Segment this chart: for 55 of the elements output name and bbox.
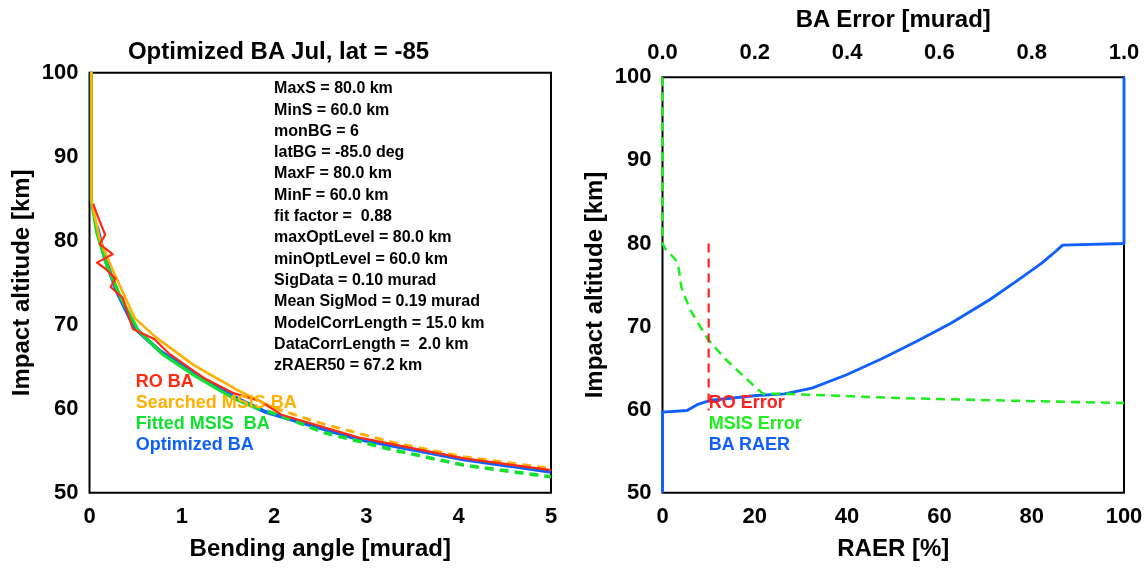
annotation: Mean SigMod = 0.19 murad <box>274 292 480 310</box>
x2-tick-label: 0.6 <box>924 39 955 65</box>
series-label: Optimized BA <box>135 433 254 454</box>
annotation: MaxS = 80.0 km <box>274 79 393 97</box>
chart-title: Optimized BA Jul, lat = -85 <box>127 37 430 65</box>
x2-axis-title: BA Error [murad] <box>795 5 991 33</box>
y-tick-label: 60 <box>54 394 79 420</box>
y-tick-label: 90 <box>627 146 652 172</box>
x-tick-label: 100 <box>1105 503 1143 529</box>
annotation: MinS = 60.0 km <box>274 100 390 118</box>
annotation: SigData = 0.10 murad <box>274 270 437 288</box>
series-label: RO BA <box>135 370 194 391</box>
series-label: MSIS Error <box>708 412 802 433</box>
x-tick-label: 0 <box>83 503 96 529</box>
y-tick-label: 90 <box>54 142 79 168</box>
x-tick-label: 0 <box>656 503 669 529</box>
x-tick-label: 2 <box>267 503 281 529</box>
x-tick-label: 1 <box>175 503 188 529</box>
x2-tick-label: 1.0 <box>1108 39 1140 65</box>
y-tick-label: 80 <box>54 226 79 252</box>
y-tick-label: 60 <box>627 395 652 421</box>
x2-tick-label: 0.2 <box>739 39 771 65</box>
x-tick-label: 40 <box>834 503 860 529</box>
annotation: minOptLevel = 60.0 km <box>274 249 448 267</box>
x-tick-label: 4 <box>452 503 466 529</box>
annotation: ModelCorrLength = 15.0 km <box>274 313 485 331</box>
x2-tick-label: 0.8 <box>1016 39 1047 65</box>
x-tick-label: 5 <box>544 503 558 529</box>
y-tick-label: 80 <box>627 229 652 255</box>
x-tick-label: 60 <box>927 503 952 529</box>
y-tick-label: 70 <box>54 310 79 336</box>
annotation: MaxF = 80.0 km <box>274 164 392 182</box>
x-tick-label: 3 <box>360 503 373 529</box>
x-axis-title: RAER [%] <box>837 534 950 562</box>
annotation: DataCorrLength = 2.0 km <box>274 334 469 352</box>
annotation: latBG = -85.0 deg <box>274 143 405 161</box>
annotation: monBG = 6 <box>274 121 360 139</box>
annotation: maxOptLevel = 80.0 km <box>274 228 452 246</box>
annotation: MinF = 60.0 km <box>274 185 389 203</box>
x2-tick-label: 0.0 <box>647 39 678 65</box>
series-label: Fitted MSIS BA <box>135 412 270 433</box>
y-axis-title: Impact altitude [km] <box>7 169 35 397</box>
series-label: BA RAER <box>708 433 790 454</box>
y-tick-label: 50 <box>627 478 652 504</box>
y-axis-title: Impact altitude [km] <box>580 171 608 399</box>
x2-tick-label: 0.4 <box>831 39 864 65</box>
y-tick-label: 100 <box>614 63 652 89</box>
x-tick-label: 80 <box>1019 503 1044 529</box>
y-tick-label: 50 <box>54 478 79 504</box>
x-axis-title: Bending angle [murad] <box>189 534 451 562</box>
annotation: zRAER50 = 67.2 km <box>274 356 423 374</box>
y-tick-label: 70 <box>627 312 652 338</box>
x-tick-label: 20 <box>742 503 768 529</box>
y-tick-label: 100 <box>41 58 79 84</box>
annotation: fit factor = 0.88 <box>274 207 393 225</box>
